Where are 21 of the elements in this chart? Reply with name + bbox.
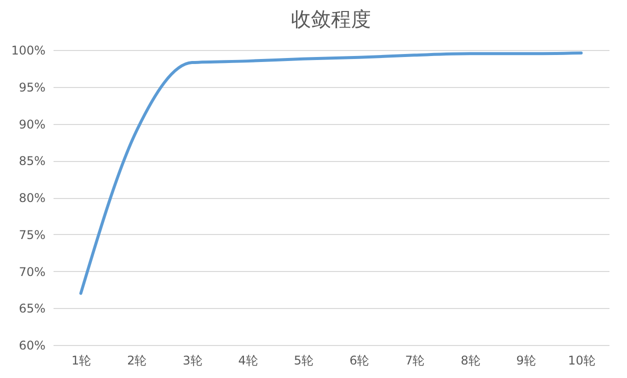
y-tick-label: 90% bbox=[18, 117, 46, 132]
y-tick-label: 95% bbox=[18, 80, 46, 94]
x-tick-label: 2轮 bbox=[127, 354, 147, 368]
x-tick-label: 3轮 bbox=[182, 354, 202, 368]
x-tick-label: 8轮 bbox=[460, 354, 480, 368]
x-tick-label: 5轮 bbox=[294, 354, 314, 368]
y-tick-label: 60% bbox=[18, 338, 46, 352]
chart-title: 收敛程度 bbox=[291, 7, 371, 31]
y-tick-label: 85% bbox=[18, 154, 46, 168]
y-tick-label: 100% bbox=[11, 44, 46, 58]
line-series bbox=[79, 51, 583, 295]
x-tick-label: 4轮 bbox=[238, 354, 258, 368]
y-tick-label: 80% bbox=[18, 191, 46, 205]
y-tick-label: 75% bbox=[18, 228, 46, 242]
x-tick-label: 6轮 bbox=[349, 354, 370, 368]
x-tick-label: 7轮 bbox=[405, 354, 425, 368]
y-tick-label: 65% bbox=[18, 302, 46, 316]
x-tick-label: 1轮 bbox=[71, 354, 92, 368]
x-tick-label: 10轮 bbox=[568, 354, 596, 368]
x-tick-label: 9轮 bbox=[516, 354, 536, 368]
y-tick-label: 70% bbox=[18, 264, 46, 279]
